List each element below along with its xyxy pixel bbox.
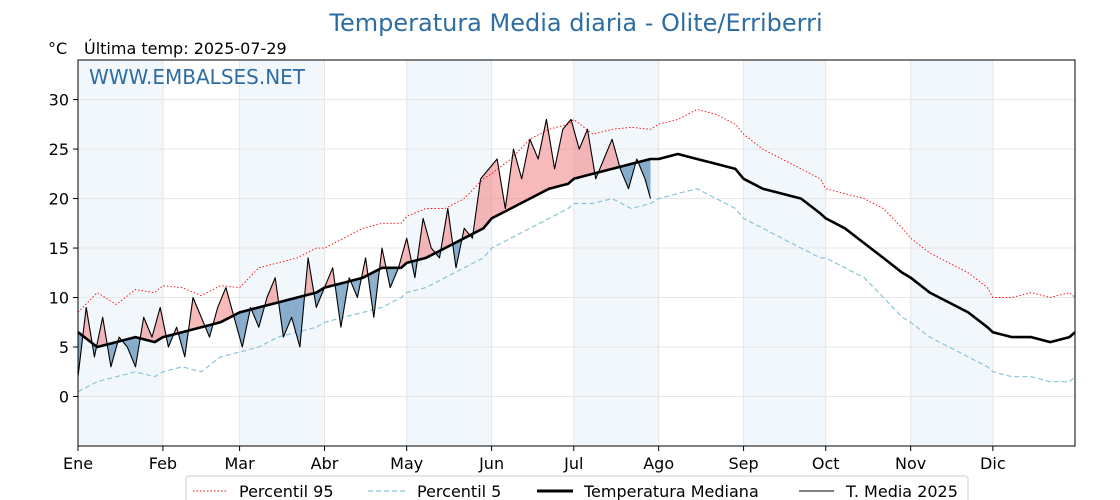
fill-above-median [571,119,580,182]
series-line-t-media-2025 [77,118,652,377]
fill-above-median [579,129,588,178]
x-tick-label: Nov [895,454,926,473]
x-tick-label: Sep [729,454,759,473]
legend-label-p95: Percentil 95 [239,482,334,500]
legend-label-2025: T. Media 2025 [845,482,958,500]
x-tick-label: Ene [63,454,93,473]
x-tick-label: Ago [643,454,674,473]
fill-above-median [193,297,202,330]
fill-above-median [513,149,522,207]
x-tick-label: Mar [225,454,256,473]
month-band-nov [910,60,993,446]
fill-above-median [480,168,489,230]
y-unit-label: °C [48,39,67,58]
fill-above-median [562,119,571,186]
x-tick-label: Dic [980,454,1006,473]
month-bands [78,60,993,446]
y-tick-label: 0 [59,388,69,407]
x-tick-label: May [390,454,423,473]
x-tick-label: Jun [478,454,504,473]
month-band-mar [239,60,325,446]
y-axis: 0 5 10 15 20 25 30 [49,91,78,407]
grid-lines [77,60,1075,446]
fill-above-median [488,159,498,222]
chart-title: Temperatura Media diaria - Olite/Erriber… [328,9,822,37]
x-tick-label: Feb [149,454,177,473]
month-band-sep [743,60,826,446]
series-line-temperatura-mediana [77,152,1076,349]
y-tick-label: 10 [49,289,69,308]
y-tick-label: 20 [49,190,69,209]
fill-above-median [267,277,276,306]
fill-above-median [546,119,555,191]
fill-below-median [645,159,651,199]
legend-box [185,475,969,500]
fill-above-median [521,139,530,203]
series-lines [77,109,1076,393]
series-line-percentil-95 [77,109,1076,313]
legend-label-p5: Percentil 5 [417,482,501,500]
plot-frame [77,59,1076,447]
y-tick-label: 15 [49,239,69,258]
x-tick-label: Oct [812,454,840,473]
legend-label-median: Temperatura Mediana [583,482,759,500]
fill-below-median [127,337,136,367]
last-temp-label: Última temp: 2025-07-29 [84,39,287,58]
x-axis: Ene Feb Mar Abr May Jun Jul Ago Sep Oct Nov Dic [63,446,1006,473]
y-tick-label: 30 [49,91,69,110]
series-line-percentil-5 [77,188,1076,393]
fill-above-median [538,119,547,195]
y-tick-label: 25 [49,140,69,159]
x-tick-label: Abr [311,454,339,473]
fill-above-median [554,129,563,188]
x-tick-label: Jul [563,454,583,473]
fill-below-median [283,299,292,338]
fill-above-median [423,218,432,259]
legend: Percentil 95 Percentil 5 Temperatura Med… [185,475,969,500]
month-band-ene [78,60,163,446]
fill-above-median [217,287,226,323]
y-tick-label: 5 [59,338,69,357]
month-band-jul [573,60,659,446]
watermark: WWW.EMBALSES.NET [89,65,306,89]
fill-below-median [291,296,300,347]
fill-above-median [603,139,613,171]
